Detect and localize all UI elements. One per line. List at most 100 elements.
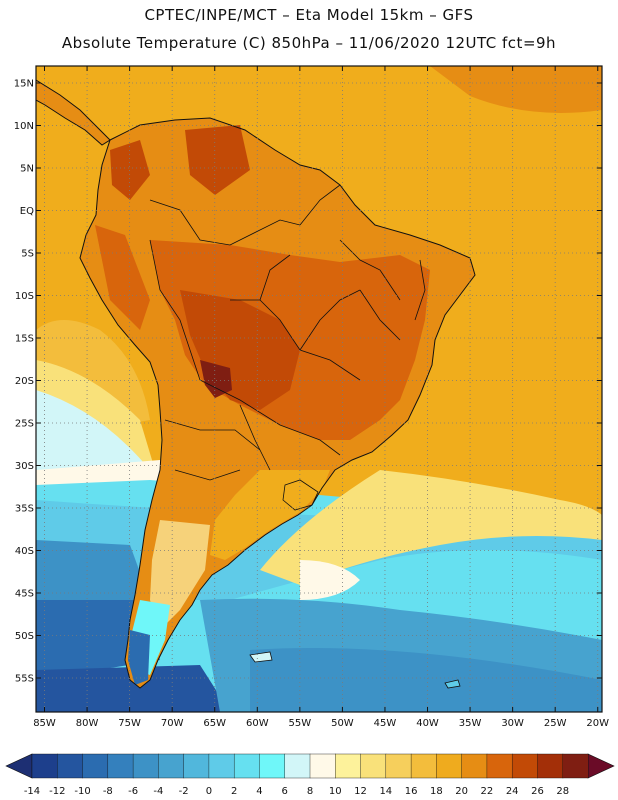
lat-label: 20S (15, 376, 34, 387)
lat-label: 25S (15, 419, 34, 430)
lat-label: EQ (20, 206, 34, 217)
lon-label: 80W (76, 718, 99, 729)
colorbar-tick-label: 2 (231, 786, 237, 797)
lon-label: 40W (416, 718, 439, 729)
latitude-labels: 15N 10N 5N EQ 5S 10S 15S 20S 25S 30S 35S 40S 45S 50S 5… (14, 79, 34, 685)
colorbar-swatch (31, 753, 58, 779)
colorbar-swatch (284, 753, 311, 779)
axis-ticks (36, 66, 602, 712)
colorbar-tick-label: -4 (153, 786, 163, 797)
lat-label: 15S (15, 334, 34, 345)
lon-label: 75W (118, 718, 141, 729)
colorbar-tick-label: 4 (256, 786, 262, 797)
lon-label: 70W (161, 718, 184, 729)
colorbar-tick-label: -2 (179, 786, 189, 797)
colorbar-tick-label: 6 (282, 786, 288, 797)
lon-label: 25W (544, 718, 567, 729)
colorbar-over-arrow (587, 753, 615, 779)
colorbar-tick-label: 18 (430, 786, 443, 797)
lat-label: 45S (15, 589, 34, 600)
colorbar-tick-label: -12 (49, 786, 65, 797)
colorbar-tick-label: 12 (354, 786, 367, 797)
lat-label: 5S (21, 249, 34, 260)
colorbar-tick-label: -6 (128, 786, 138, 797)
colorbar-under-arrow (5, 753, 33, 779)
colorbar-swatch (537, 753, 564, 779)
colorbar-swatch (360, 753, 387, 779)
colorbar-tick-label: 10 (329, 786, 342, 797)
pacific-pale-band (36, 390, 150, 470)
colorbar-tick-label: 8 (307, 786, 313, 797)
colorbar-swatch (233, 753, 260, 779)
colorbar (5, 753, 615, 779)
colorbar-swatch (486, 753, 513, 779)
lon-label: 30W (501, 718, 524, 729)
colorbar-tick-label: 16 (405, 786, 418, 797)
hottest-core (200, 360, 232, 398)
lat-label: 30S (15, 461, 34, 472)
colorbar-swatch (562, 753, 589, 779)
colorbar-swatch (208, 753, 235, 779)
falkland-islands (249, 651, 273, 663)
lon-label: 60W (246, 718, 269, 729)
coastline (79, 117, 476, 689)
colorbar-swatch (57, 753, 84, 779)
lat-label: 40S (15, 546, 34, 557)
colorbar-swatch (132, 753, 159, 779)
venezuela-hot-zone (185, 125, 250, 195)
lon-label: 35W (459, 718, 482, 729)
colorbar-tick-label: 0 (206, 786, 212, 797)
colorbar-labels: -14 -12 -10 -8 -6 -4 -2 0 2 4 6 8 10 12 14 16 18 20 22 24 26… (24, 786, 569, 797)
colorbar-tick-label: -14 (24, 786, 40, 797)
lat-label: 10N (14, 121, 34, 132)
map-title: CPTEC/INPE/MCT – Eta Model 15km – GFS (144, 6, 474, 24)
longitude-labels: 85W 80W 75W 70W 65W 60W 55W 50W 45W 40W 35W 30W 25W 2… (33, 718, 609, 729)
lon-label: 55W (289, 718, 312, 729)
country-borders (149, 184, 426, 511)
lat-label: 35S (15, 504, 34, 515)
colorbar-swatch (385, 753, 412, 779)
warm-northeast-band (430, 66, 602, 113)
colorbar-tick-label: -10 (74, 786, 90, 797)
lon-label: 20W (586, 718, 609, 729)
lat-label: 10S (15, 291, 34, 302)
colorbar-swatch (158, 753, 185, 779)
colorbar-tick-label: 24 (506, 786, 519, 797)
colorbar-swatch (461, 753, 488, 779)
central-america (36, 79, 111, 146)
peru-hot-zone (95, 225, 150, 330)
colorbar-tick-label: 22 (481, 786, 494, 797)
patagonian-shelf-cream (300, 560, 360, 600)
colorbar-tick-label: 26 (531, 786, 544, 797)
lon-label: 50W (331, 718, 354, 729)
colorbar-tick-label: -8 (103, 786, 113, 797)
colorbar-swatch (410, 753, 437, 779)
colorbar-swatch (309, 753, 336, 779)
colorbar-swatch (82, 753, 109, 779)
lat-label: 15N (14, 79, 34, 90)
colorbar-swatch (183, 753, 210, 779)
tierra-del-fuego-cold-zone (128, 630, 150, 685)
argentina-mild-zone (210, 470, 330, 560)
colorbar-swatch (107, 753, 134, 779)
colorbar-swatch (335, 753, 362, 779)
lat-label: 55S (15, 674, 34, 685)
atlantic-yellow-tongue (260, 470, 602, 585)
drake-passage-blue (250, 648, 602, 712)
map-frame (35, 65, 603, 713)
colorbar-tick-label: 28 (556, 786, 569, 797)
map-field (36, 66, 602, 712)
south-georgia-island (444, 679, 461, 689)
map-subtitle: Absolute Temperature (C) 850hPa – 11/06/… (61, 34, 557, 52)
lat-label: 5N (20, 164, 34, 175)
lon-label: 45W (374, 718, 397, 729)
patagonia-cool-zone (150, 520, 210, 630)
colorbar-swatch (259, 753, 286, 779)
colorbar-swatch (511, 753, 538, 779)
very-hot-zone (180, 290, 300, 410)
lon-label: 85W (33, 718, 56, 729)
colorbar-tick-label: 20 (455, 786, 468, 797)
colorbar-tick-label: 14 (379, 786, 392, 797)
colorbar-swatch (436, 753, 463, 779)
